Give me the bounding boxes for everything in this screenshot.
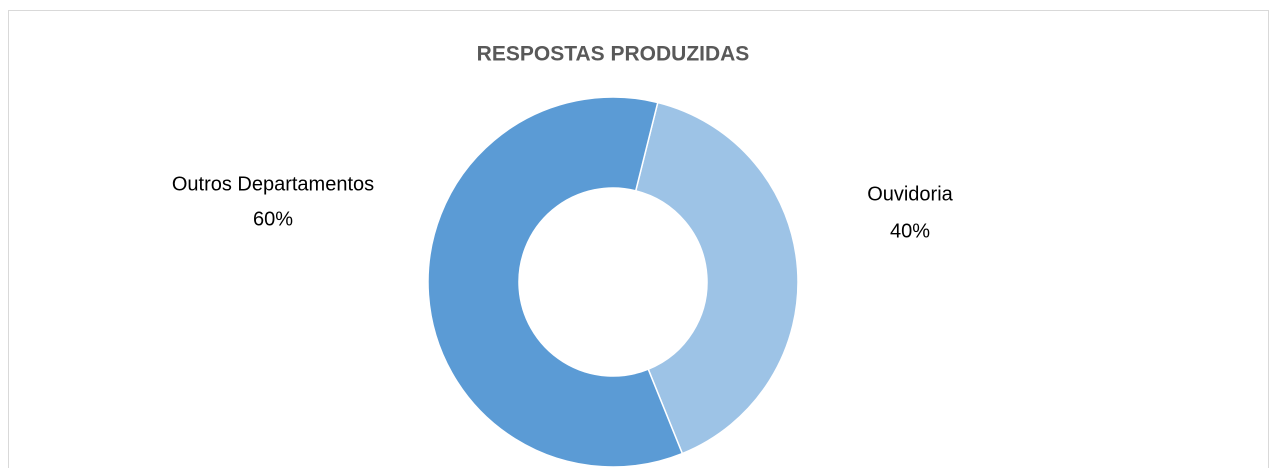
slice [634,101,799,455]
chart-title: RESPOSTAS PRODUZIDAS [477,43,750,66]
slice-value: 60% [253,208,293,230]
slice-label: Ouvidoria [867,183,953,205]
slice-label: Outros Departamentos [172,173,374,195]
slice [427,96,684,468]
slice-value: 40% [890,220,930,242]
